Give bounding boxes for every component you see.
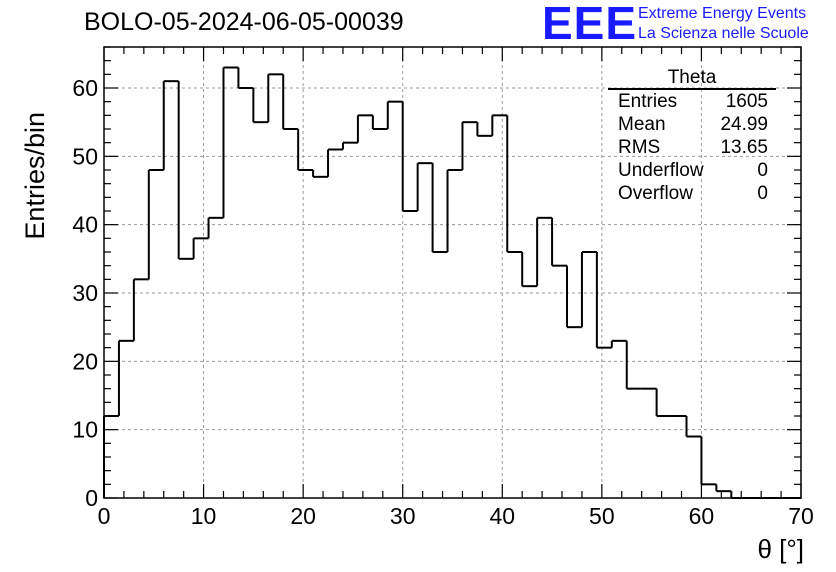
stats-value: 13.65 bbox=[720, 137, 768, 158]
histogram-bin bbox=[103, 415, 119, 498]
stats-label: Mean bbox=[618, 114, 666, 135]
histogram-bin bbox=[371, 115, 388, 130]
stats-value: 0 bbox=[757, 160, 768, 181]
tick-labels: 0 10 20 30 40 50 60 70 0 10 20 30 40 50 60 bbox=[72, 75, 813, 529]
histogram-bin bbox=[222, 66, 239, 218]
histogram-bin bbox=[730, 491, 747, 499]
y-tick-label: 40 bbox=[72, 212, 98, 238]
histogram-bin bbox=[431, 163, 448, 253]
histogram-bin bbox=[147, 169, 164, 280]
histogram-bin bbox=[610, 339, 627, 348]
stats-box: Theta Entries 1605 Mean 24.99 RMS 13.65 … bbox=[608, 68, 776, 205]
histogram-bin bbox=[580, 251, 597, 328]
y-tick-label: 0 bbox=[85, 485, 98, 511]
stats-label: Overflow bbox=[618, 183, 693, 204]
histogram-bin bbox=[401, 101, 418, 212]
eee-logo: EEE bbox=[542, 0, 638, 49]
y-tick-label: 30 bbox=[72, 280, 98, 306]
histogram-bin bbox=[132, 278, 149, 341]
histogram-bin bbox=[312, 170, 329, 178]
histogram-bin bbox=[655, 388, 672, 417]
x-tick-label: 0 bbox=[98, 503, 111, 529]
logo-subtitle-1: Extreme Energy Events bbox=[638, 5, 807, 22]
histogram-bin bbox=[297, 129, 314, 171]
y-tick-label: 20 bbox=[72, 348, 98, 374]
histogram-bin bbox=[551, 217, 568, 267]
x-tick-label: 40 bbox=[489, 503, 515, 529]
histogram-bin bbox=[715, 484, 732, 493]
x-tick-label: 20 bbox=[290, 503, 316, 529]
x-tick-label: 70 bbox=[788, 503, 814, 529]
histogram-bin bbox=[446, 169, 463, 252]
histogram-bin bbox=[237, 67, 254, 89]
histogram-bin bbox=[282, 74, 299, 130]
stats-label: RMS bbox=[618, 137, 661, 158]
x-tick-label: 60 bbox=[689, 503, 715, 529]
stats-row-underflow: Underflow 0 bbox=[608, 159, 776, 182]
histogram-bin bbox=[461, 121, 478, 170]
histogram-bin bbox=[267, 73, 284, 123]
logo-subtitle-2: La Scienza nelle Scuole bbox=[638, 25, 809, 42]
x-tick-label: 10 bbox=[191, 503, 217, 529]
histogram-bars bbox=[103, 66, 801, 499]
histogram-bin bbox=[566, 265, 582, 329]
histogram-bin bbox=[117, 339, 134, 416]
plot-frame bbox=[103, 46, 802, 499]
stats-histogram-name: Theta bbox=[608, 68, 776, 90]
histogram-bin bbox=[521, 252, 538, 288]
stats-value: 0 bbox=[757, 183, 768, 204]
stats-label: Entries bbox=[618, 91, 678, 112]
histogram-bin bbox=[700, 436, 717, 486]
grid-lines bbox=[104, 47, 801, 498]
histogram-bin bbox=[491, 114, 508, 136]
stats-label: Underflow bbox=[618, 160, 704, 181]
stats-row-entries: Entries 1605 bbox=[608, 90, 776, 113]
x-tick-label: 50 bbox=[589, 503, 615, 529]
stats-value: 24.99 bbox=[720, 114, 768, 135]
histogram-bin bbox=[536, 216, 553, 287]
x-tick-label: 30 bbox=[390, 503, 416, 529]
stats-value: 1605 bbox=[725, 91, 768, 112]
histogram-bin bbox=[207, 216, 224, 239]
histogram-bin bbox=[327, 148, 343, 177]
axes bbox=[103, 46, 802, 499]
histogram-bin bbox=[177, 81, 194, 260]
y-tick-label: 50 bbox=[72, 143, 98, 169]
histogram-bin bbox=[416, 162, 433, 211]
histogram-bin bbox=[506, 115, 523, 253]
histogram-bin bbox=[595, 252, 612, 349]
y-axis-label: Entries/bin bbox=[20, 112, 50, 240]
histogram-bin bbox=[356, 114, 373, 143]
histogram-bin bbox=[685, 416, 702, 438]
stats-row-overflow: Overflow 0 bbox=[608, 182, 776, 205]
x-axis-label: θ [°] bbox=[757, 534, 804, 564]
stats-row-mean: Mean 24.99 bbox=[608, 113, 776, 136]
histogram-bin bbox=[162, 80, 179, 170]
histogram-bin bbox=[192, 237, 209, 259]
histogram-bin bbox=[386, 100, 403, 129]
chart-title: BOLO-05-2024-06-05-00039 bbox=[84, 8, 404, 36]
y-tick-label: 10 bbox=[72, 417, 98, 443]
stats-row-rms: RMS 13.65 bbox=[608, 136, 776, 159]
histogram-bin bbox=[476, 122, 493, 137]
histogram-bin bbox=[341, 141, 358, 150]
y-tick-label: 60 bbox=[72, 75, 98, 101]
histogram-bin bbox=[625, 340, 642, 390]
histogram-bin bbox=[252, 88, 269, 124]
